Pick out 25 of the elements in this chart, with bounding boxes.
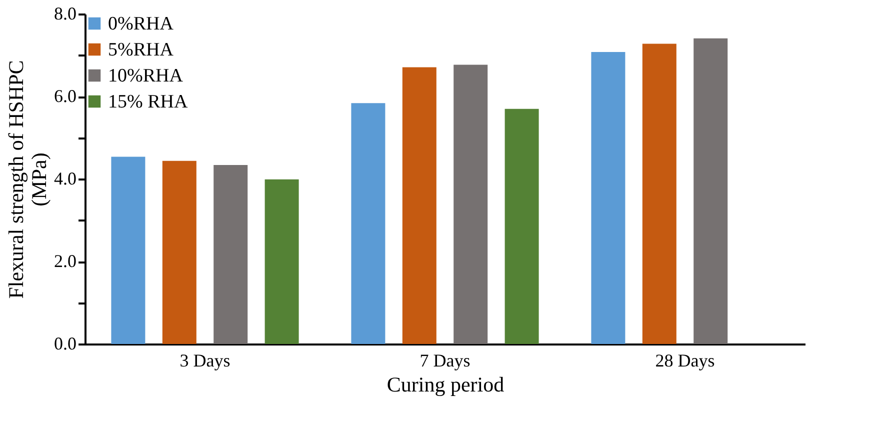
bar bbox=[694, 38, 728, 344]
bar bbox=[264, 179, 299, 344]
legend-label: 15% RHA bbox=[108, 92, 188, 112]
legend-label: 0%RHA bbox=[108, 14, 174, 34]
x-tick-label: 7 Days bbox=[420, 350, 470, 370]
bar bbox=[214, 164, 248, 344]
legend-label: 10%RHA bbox=[108, 66, 184, 86]
y-tick-label: 8.0 bbox=[54, 4, 76, 24]
bar bbox=[591, 52, 626, 344]
bar bbox=[642, 44, 676, 344]
bar bbox=[162, 160, 196, 344]
y-tick-label: 6.0 bbox=[54, 86, 76, 106]
y-tick-label: 2.0 bbox=[54, 251, 76, 271]
bar bbox=[454, 64, 488, 344]
bar bbox=[351, 103, 386, 344]
y-tick-label: 4.0 bbox=[54, 168, 76, 188]
legend-label: 5%RHA bbox=[108, 40, 174, 60]
x-tick-label: 28 Days bbox=[655, 350, 715, 370]
bar bbox=[111, 156, 146, 344]
bar bbox=[402, 67, 436, 344]
x-axis-title: Curing period bbox=[386, 372, 505, 396]
y-axis-title: Flexural strength of HSHPC (MPa) bbox=[4, 60, 51, 299]
y-tick-label: 0.0 bbox=[54, 334, 76, 354]
x-tick-label: 3 Days bbox=[180, 350, 230, 370]
bar bbox=[504, 108, 539, 344]
